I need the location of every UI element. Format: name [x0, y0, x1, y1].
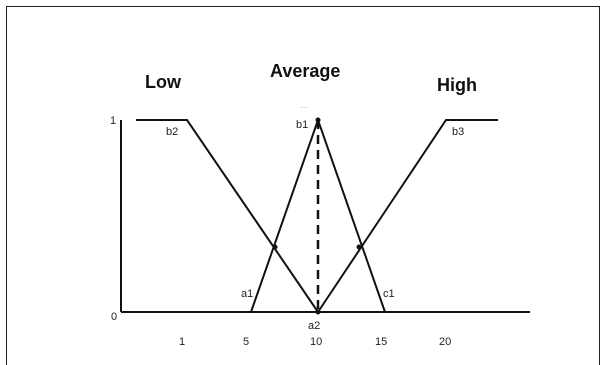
point-label-b2: b2 — [166, 126, 178, 138]
x-tick-label: 1 — [179, 336, 185, 348]
y-axis-origin-label: 0 — [111, 311, 117, 323]
base-point — [315, 309, 321, 315]
intersection-point-right — [356, 244, 362, 250]
point-label-b1: b1 — [296, 119, 308, 131]
low-label: Low — [145, 72, 182, 92]
x-tick-label: 5 — [243, 336, 249, 348]
point-label-a1: a1 — [241, 288, 253, 300]
y-axis-top-label: 1 — [110, 115, 116, 127]
x-tick-label: 10 — [310, 336, 322, 348]
diagram-frame — [6, 6, 600, 365]
high-label: High — [437, 75, 477, 95]
ellipsis-mark: ... — [300, 100, 308, 111]
intersection-point-left — [272, 244, 278, 250]
x-tick-label: 15 — [375, 336, 387, 348]
peak-point — [315, 117, 321, 123]
average-label: Average — [270, 61, 340, 81]
low-function-line — [136, 119, 319, 313]
high-function-line — [317, 119, 498, 313]
point-label-c1: c1 — [383, 288, 395, 300]
point-label-b3: b3 — [452, 126, 464, 138]
x-tick-label: 20 — [439, 336, 451, 348]
point-label-a2: a2 — [308, 320, 320, 332]
